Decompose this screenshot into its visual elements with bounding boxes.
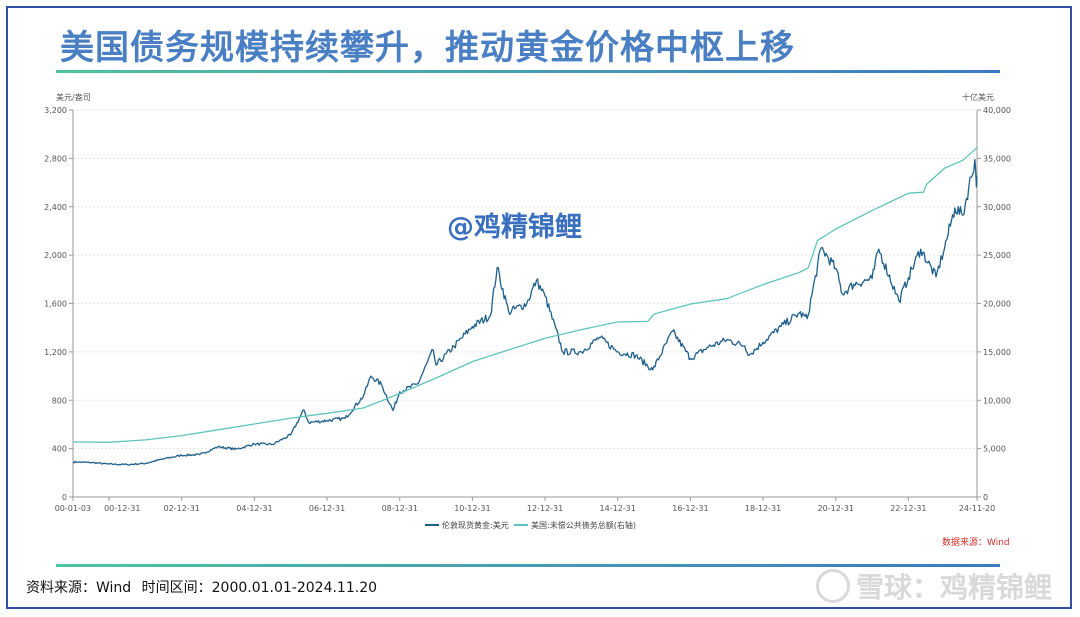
period-label: 时间区间：2000.01.01-2024.11.20 bbox=[141, 580, 378, 596]
left-tick-label: 2,800 bbox=[44, 154, 67, 163]
x-tick-label: 22-12-31 bbox=[890, 504, 926, 513]
x-tick-label: 14-12-31 bbox=[600, 504, 636, 513]
overlay-watermark: @鸡精锦鲤 bbox=[447, 212, 582, 243]
grid-lines bbox=[73, 109, 977, 450]
x-tick-label: 06-12-31 bbox=[309, 504, 345, 513]
data-source-note: 数据来源：Wind bbox=[942, 536, 1010, 548]
x-tick-label: 04-12-31 bbox=[236, 504, 272, 513]
left-tick-label: 2,400 bbox=[44, 203, 67, 212]
series-lines bbox=[72, 147, 978, 466]
axes: 0 400 800 1,200 1,600 2,000 2,400 2,800 3,200 0 5,… bbox=[44, 106, 1011, 513]
right-tick-label: 35,000 bbox=[983, 154, 1011, 163]
x-tick-label: 10-12-31 bbox=[454, 504, 490, 513]
footer-rule bbox=[56, 564, 1000, 567]
brand-watermark-text: 雪球：鸡精锦鲤 bbox=[855, 571, 1052, 604]
x-tick-label: 20-12-31 bbox=[818, 504, 854, 513]
left-axis-unit: 美元/盎司 bbox=[56, 92, 91, 102]
series-line-debt bbox=[72, 147, 978, 443]
right-tick-label: 20,000 bbox=[983, 300, 1011, 309]
left-tick-label: 3,200 bbox=[44, 106, 67, 115]
source-line: 资料来源：Wind 时间区间：2000.01.01-2024.11.20 bbox=[26, 577, 383, 597]
right-tick-label: 40,000 bbox=[983, 106, 1011, 115]
right-tick-label: 0 bbox=[983, 493, 988, 502]
right-tick-label: 30,000 bbox=[983, 203, 1011, 212]
series-line-gold bbox=[72, 158, 978, 466]
x-tick-label: 02-12-31 bbox=[164, 504, 200, 513]
left-tick-label: 0 bbox=[62, 493, 67, 502]
slide-title: 美国债务规模持续攀升，推动黄金价格中枢上移 bbox=[60, 28, 795, 68]
x-tick-label: 24-11-20 bbox=[959, 504, 995, 513]
x-tick-label: 08-12-31 bbox=[382, 504, 418, 513]
left-tick-label: 400 bbox=[52, 445, 67, 454]
left-tick-label: 1,600 bbox=[44, 300, 67, 309]
left-tick-label: 2,000 bbox=[44, 251, 67, 260]
left-tick-label: 1,200 bbox=[44, 348, 67, 357]
right-tick-label: 25,000 bbox=[983, 251, 1011, 260]
title-underline bbox=[56, 70, 1000, 73]
source-label: 资料来源：Wind bbox=[26, 580, 132, 596]
legend: 伦敦现货黄金:美元 美国:未偿公共债务总额(右轴) bbox=[425, 520, 636, 530]
x-tick-label: 12-12-31 bbox=[527, 504, 563, 513]
x-tick-label: 16-12-31 bbox=[672, 504, 708, 513]
left-tick-label: 800 bbox=[52, 396, 67, 405]
gold-vs-debt-chart: 0 400 800 1,200 1,600 2,000 2,400 2,800 3,200 0 5,… bbox=[44, 92, 1011, 548]
brand-watermark: 雪球：鸡精锦鲤 bbox=[815, 566, 1052, 606]
x-tick-label: 00-12-31 bbox=[104, 504, 140, 513]
x-tick-label: 18-12-31 bbox=[745, 504, 781, 513]
snowball-logo-icon bbox=[815, 569, 850, 603]
right-axis-unit: 十亿美元 bbox=[962, 92, 994, 102]
x-tick-label: 00-01-03 bbox=[55, 504, 91, 513]
right-tick-label: 10,000 bbox=[983, 396, 1011, 405]
right-tick-label: 15,000 bbox=[983, 348, 1011, 357]
right-tick-label: 5,000 bbox=[983, 445, 1006, 454]
legend-gold-label: 伦敦现货黄金:美元 bbox=[442, 520, 509, 530]
slide-frame bbox=[6, 6, 1072, 609]
legend-debt-label: 美国:未偿公共债务总额(右轴) bbox=[531, 520, 636, 530]
